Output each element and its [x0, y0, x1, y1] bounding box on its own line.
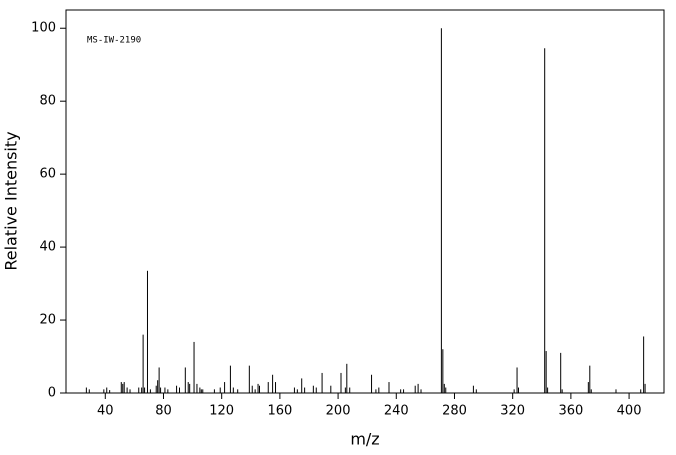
y-tick-label: 80: [39, 94, 56, 109]
x-tick-label: 280: [442, 404, 467, 419]
annotation: MS-IW-2190: [87, 36, 141, 46]
x-tick-label: 80: [155, 404, 172, 419]
y-tick-label: 40: [39, 240, 56, 255]
y-tick-label: 20: [39, 313, 56, 328]
x-tick-label: 120: [209, 404, 234, 419]
y-axis-label: Relative Intensity: [2, 131, 21, 270]
plot-frame: [65, 9, 665, 394]
x-axis-label: m/z: [350, 430, 379, 449]
x-tick-label: 320: [500, 404, 525, 419]
x-tick-label: 40: [97, 404, 114, 419]
y-tick-label: 60: [39, 167, 56, 182]
x-tick-label: 240: [384, 404, 409, 419]
y-tick-label: 0: [48, 386, 56, 401]
y-tick-label: 100: [31, 21, 56, 36]
x-tick-label: 400: [617, 404, 642, 419]
x-tick-label: 160: [267, 404, 292, 419]
x-tick-label: 360: [558, 404, 583, 419]
x-tick-label: 200: [326, 404, 351, 419]
